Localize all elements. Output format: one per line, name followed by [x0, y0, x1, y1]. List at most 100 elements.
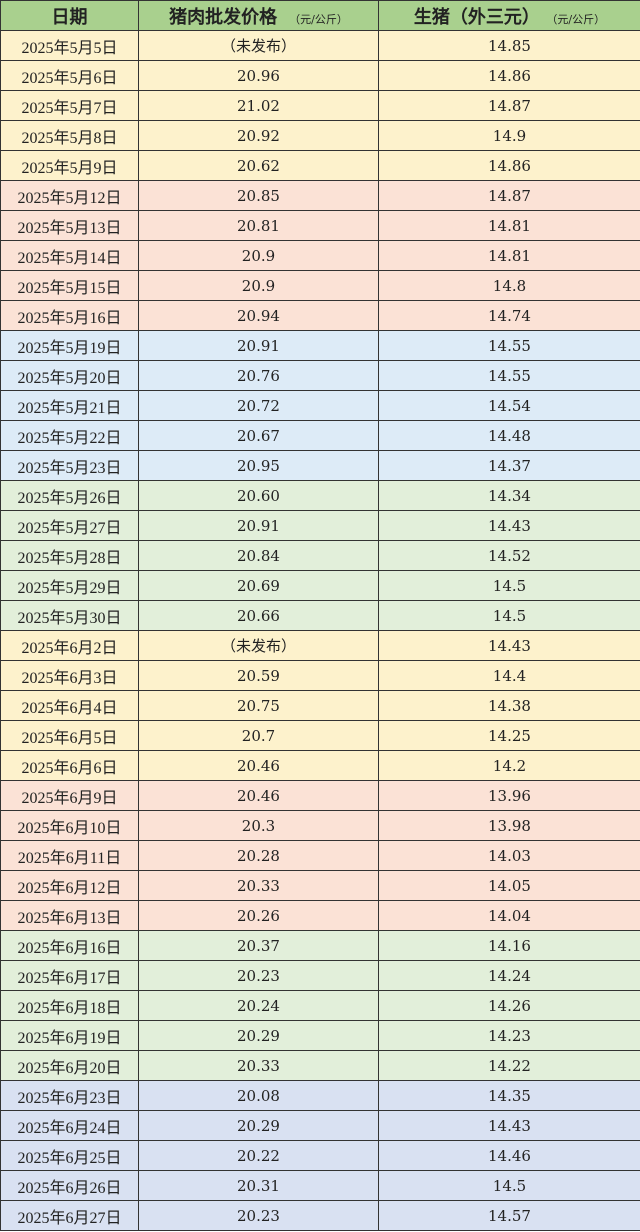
pork-price-cell: 20.59 — [138, 660, 379, 691]
date-cell: 2025年6月4日 — [0, 690, 139, 721]
date-cell: 2025年6月10日 — [0, 810, 139, 841]
pork-price-cell: 20.3 — [138, 810, 379, 841]
table-row: 2025年6月9日 20.46 13.96 — [0, 780, 640, 811]
date-cell: 2025年6月18日 — [0, 990, 139, 1021]
hog-price-cell: 14.03 — [378, 840, 640, 871]
pork-price-cell: 20.69 — [138, 570, 379, 601]
table-row: 2025年6月3日 20.59 14.4 — [0, 660, 640, 691]
table-row: 2025年6月20日 20.33 14.22 — [0, 1050, 640, 1081]
header-date-label: 日期 — [51, 6, 88, 28]
pork-price-cell: （未发布） — [138, 630, 379, 661]
hog-price-cell: 14.35 — [378, 1080, 640, 1111]
header-hog-label: 生猪（外三元） — [413, 6, 540, 28]
hog-price-cell: 14.37 — [378, 450, 640, 481]
pork-price-cell: 21.02 — [138, 90, 379, 121]
hog-price-cell: 14.54 — [378, 390, 640, 421]
date-cell: 2025年6月9日 — [0, 780, 139, 811]
table-row: 2025年5月9日 20.62 14.86 — [0, 150, 640, 181]
table-row: 2025年6月23日 20.08 14.35 — [0, 1080, 640, 1111]
date-cell: 2025年5月16日 — [0, 300, 139, 331]
pork-price-cell: 20.67 — [138, 420, 379, 451]
table-body: 2025年5月5日 （未发布） 14.85 2025年5月6日 20.96 14.86 20… — [0, 30, 640, 1231]
pork-price-cell: 20.26 — [138, 900, 379, 931]
pork-price-cell: 20.29 — [138, 1110, 379, 1141]
header-hog-unit: （元/公斤） — [551, 12, 606, 26]
hog-price-cell: 14.57 — [378, 1200, 640, 1231]
date-cell: 2025年5月6日 — [0, 60, 139, 91]
table-row: 2025年6月2日 （未发布） 14.43 — [0, 630, 640, 661]
hog-price-cell: 14.26 — [378, 990, 640, 1021]
date-cell: 2025年6月26日 — [0, 1170, 139, 1201]
date-cell: 2025年6月12日 — [0, 870, 139, 901]
hog-price-cell: 14.2 — [378, 750, 640, 781]
table-row: 2025年5月29日 20.69 14.5 — [0, 570, 640, 601]
table-row: 2025年5月22日 20.67 14.48 — [0, 420, 640, 451]
hog-price-cell: 14.74 — [378, 300, 640, 331]
date-cell: 2025年6月19日 — [0, 1020, 139, 1051]
table-row: 2025年5月26日 20.60 14.34 — [0, 480, 640, 511]
pork-price-cell: 20.46 — [138, 780, 379, 811]
date-cell: 2025年5月21日 — [0, 390, 139, 421]
table-row: 2025年6月24日 20.29 14.43 — [0, 1110, 640, 1141]
pork-price-cell: 20.33 — [138, 1050, 379, 1081]
pork-price-cell: 20.7 — [138, 720, 379, 751]
date-cell: 2025年5月5日 — [0, 30, 139, 61]
table-row: 2025年5月15日 20.9 14.8 — [0, 270, 640, 301]
date-cell: 2025年5月23日 — [0, 450, 139, 481]
hog-price-cell: 14.86 — [378, 60, 640, 91]
pork-price-cell: 20.84 — [138, 540, 379, 571]
table-row: 2025年5月6日 20.96 14.86 — [0, 60, 640, 91]
pork-price-cell: 20.37 — [138, 930, 379, 961]
pork-price-cell: 20.85 — [138, 180, 379, 211]
hog-price-cell: 14.8 — [378, 270, 640, 301]
hog-price-cell: 14.87 — [378, 90, 640, 121]
pork-price-cell: 20.60 — [138, 480, 379, 511]
pork-price-cell: 20.72 — [138, 390, 379, 421]
date-cell: 2025年6月11日 — [0, 840, 139, 871]
date-cell: 2025年5月29日 — [0, 570, 139, 601]
hog-price-cell: 14.85 — [378, 30, 640, 61]
table-row: 2025年6月27日 20.23 14.57 — [0, 1200, 640, 1231]
table-row: 2025年5月28日 20.84 14.52 — [0, 540, 640, 571]
hog-price-cell: 14.5 — [378, 1170, 640, 1201]
date-cell: 2025年5月22日 — [0, 420, 139, 451]
table-row: 2025年5月23日 20.95 14.37 — [0, 450, 640, 481]
pork-price-cell: 20.23 — [138, 1200, 379, 1231]
table-row: 2025年6月11日 20.28 14.03 — [0, 840, 640, 871]
date-cell: 2025年5月19日 — [0, 330, 139, 361]
table-row: 2025年6月12日 20.33 14.05 — [0, 870, 640, 901]
date-cell: 2025年6月6日 — [0, 750, 139, 781]
table-row: 2025年6月4日 20.75 14.38 — [0, 690, 640, 721]
hog-price-cell: 14.5 — [378, 570, 640, 601]
date-cell: 2025年5月12日 — [0, 180, 139, 211]
hog-price-cell: 14.43 — [378, 1110, 640, 1141]
pork-price-cell: 20.91 — [138, 510, 379, 541]
table-row: 2025年5月19日 20.91 14.55 — [0, 330, 640, 361]
table-row: 2025年6月19日 20.29 14.23 — [0, 1020, 640, 1051]
pork-price-cell: 20.24 — [138, 990, 379, 1021]
table-row: 2025年6月17日 20.23 14.24 — [0, 960, 640, 991]
hog-price-cell: 14.86 — [378, 150, 640, 181]
date-cell: 2025年5月30日 — [0, 600, 139, 631]
pork-price-cell: 20.31 — [138, 1170, 379, 1201]
pork-price-cell: 20.62 — [138, 150, 379, 181]
hog-price-cell: 14.05 — [378, 870, 640, 901]
table-row: 2025年6月5日 20.7 14.25 — [0, 720, 640, 751]
table-row: 2025年5月21日 20.72 14.54 — [0, 390, 640, 421]
hog-price-cell: 14.34 — [378, 480, 640, 511]
header-date: 日期 — [0, 0, 139, 31]
date-cell: 2025年5月28日 — [0, 540, 139, 571]
date-cell: 2025年5月13日 — [0, 210, 139, 241]
pork-price-cell: 20.66 — [138, 600, 379, 631]
table-row: 2025年5月27日 20.91 14.43 — [0, 510, 640, 541]
pork-price-cell: 20.28 — [138, 840, 379, 871]
hog-price-cell: 14.48 — [378, 420, 640, 451]
pork-price-cell: 20.29 — [138, 1020, 379, 1051]
pork-price-cell: 20.92 — [138, 120, 379, 151]
date-cell: 2025年6月27日 — [0, 1200, 139, 1231]
table-row: 2025年6月13日 20.26 14.04 — [0, 900, 640, 931]
hog-price-cell: 14.43 — [378, 630, 640, 661]
table-row: 2025年5月13日 20.81 14.81 — [0, 210, 640, 241]
date-cell: 2025年6月24日 — [0, 1110, 139, 1141]
pork-price-cell: 20.46 — [138, 750, 379, 781]
